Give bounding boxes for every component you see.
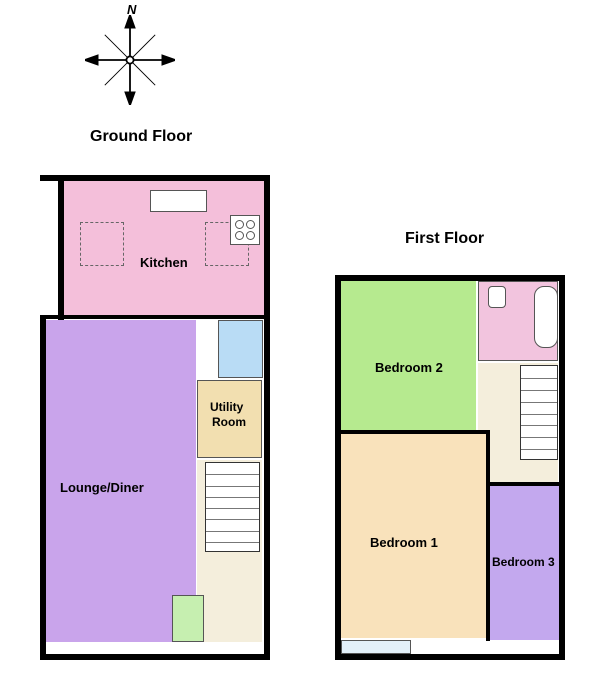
- wall: [40, 315, 46, 660]
- label-utility2: Room: [212, 415, 246, 429]
- wall: [488, 482, 560, 486]
- room-entry: [172, 595, 204, 642]
- stairs-icon: [205, 462, 260, 552]
- toilet-icon: [488, 286, 506, 308]
- room-wc: [218, 320, 263, 378]
- sink-icon: [150, 190, 207, 212]
- label-bedroom3: Bedroom 3: [492, 555, 555, 569]
- label-kitchen: Kitchen: [140, 255, 188, 270]
- label-bedroom1: Bedroom 1: [370, 535, 438, 550]
- bathtub-icon: [534, 286, 558, 348]
- wall: [40, 654, 270, 660]
- label-bedroom2: Bedroom 2: [375, 360, 443, 375]
- wall: [335, 654, 565, 660]
- wall: [58, 175, 64, 320]
- hob-icon: [230, 215, 260, 245]
- wall: [486, 430, 490, 641]
- ground-floor-title: Ground Floor: [90, 128, 192, 146]
- stairs-icon: [520, 365, 558, 460]
- room-closet: [341, 640, 411, 654]
- label-utility: Utility: [210, 400, 243, 414]
- wall: [335, 275, 341, 660]
- first-floor-title: First Floor: [405, 230, 484, 248]
- floorplan-canvas: N Ground Floor First Floor: [0, 0, 600, 690]
- room-bedroom2: [341, 281, 476, 431]
- wall: [559, 275, 565, 660]
- wall: [264, 175, 270, 660]
- wall: [40, 315, 270, 319]
- compass-icon: [85, 15, 175, 105]
- wall: [335, 275, 565, 281]
- wall: [335, 430, 486, 434]
- label-lounge: Lounge/Diner: [60, 480, 144, 495]
- wall: [40, 175, 270, 181]
- kitchen-unit-icon: [80, 222, 124, 266]
